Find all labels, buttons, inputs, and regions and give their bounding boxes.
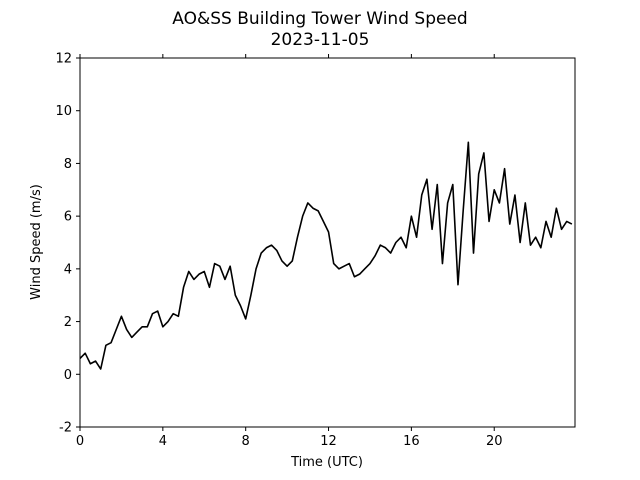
y-tick-label: 2 (64, 315, 72, 330)
y-tick-label: 4 (64, 262, 72, 277)
x-tick-label: 8 (242, 434, 250, 449)
x-tick-label: 4 (159, 434, 167, 449)
y-tick-label: 6 (64, 210, 72, 225)
x-tick-label: 0 (76, 434, 84, 449)
data-line (79, 141, 573, 370)
plot-frame (79, 57, 576, 428)
y-tick-label: 10 (55, 104, 72, 119)
x-axis-label: Time (UTC) (290, 455, 363, 470)
y-tick-label: 8 (64, 157, 72, 172)
x-tick-label: 12 (320, 434, 337, 449)
chart-title: AO&SS Building Tower Wind Speed (172, 9, 467, 29)
x-tick-label: 16 (403, 434, 420, 449)
x-tick-label: 20 (486, 434, 503, 449)
y-tick-label: 12 (55, 52, 72, 67)
y-axis-label: Wind Speed (m/s) (29, 184, 44, 300)
y-tick-label: -2 (59, 421, 72, 436)
y-tick-label: 0 (64, 368, 72, 383)
chart-subtitle: 2023-11-05 (271, 30, 370, 50)
